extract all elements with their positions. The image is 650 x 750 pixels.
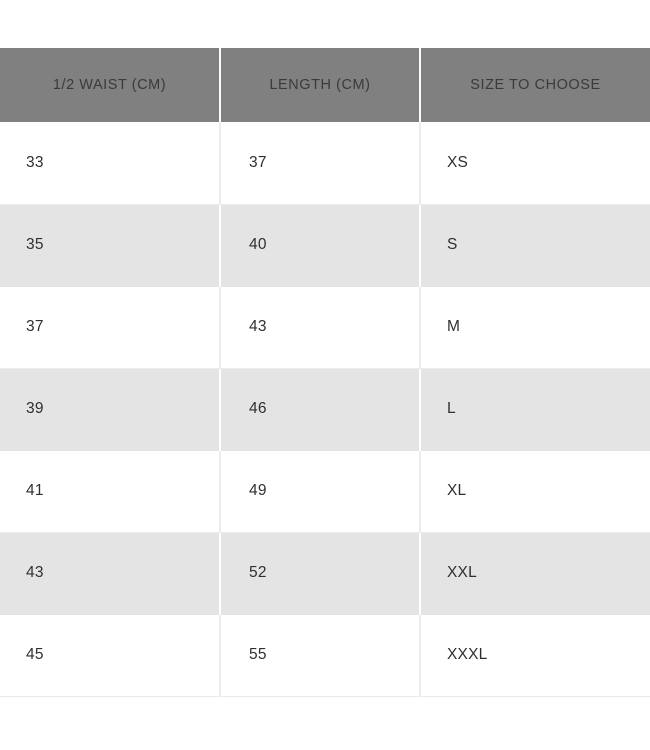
cell-half-waist: 41 bbox=[0, 450, 221, 533]
cell-size: XXXL bbox=[420, 614, 650, 697]
cell-half-waist: 45 bbox=[0, 614, 221, 697]
cell-size: M bbox=[420, 286, 650, 369]
table-row: 43 52 XXL bbox=[0, 532, 650, 615]
cell-half-waist: 43 bbox=[0, 532, 221, 615]
table-body: 33 37 XS 35 40 S 37 43 M 39 46 L 41 49 bbox=[0, 122, 650, 697]
table-row: 41 49 XL bbox=[0, 450, 650, 533]
cell-half-waist: 33 bbox=[0, 122, 221, 205]
column-header-size-to-choose: SIZE TO CHOOSE bbox=[470, 77, 601, 93]
column-header-length: LENGTH (CM) bbox=[220, 48, 421, 122]
cell-half-waist: 35 bbox=[0, 204, 221, 287]
cell-size: S bbox=[420, 204, 650, 287]
cell-half-waist: 39 bbox=[0, 368, 221, 451]
cell-size: L bbox=[420, 368, 650, 451]
cell-half-waist: 37 bbox=[0, 286, 221, 369]
cell-size: XS bbox=[420, 122, 650, 205]
column-header-half-waist: 1/2 WAIST (CM) bbox=[0, 48, 221, 122]
table-row: 45 55 XXXL bbox=[0, 614, 650, 697]
size-guide-container: 1/2 WAIST (CM) LENGTH (CM) SIZE TO CHOOS… bbox=[0, 48, 650, 697]
cell-size: XXL bbox=[420, 532, 650, 615]
table-row: 37 43 M bbox=[0, 286, 650, 369]
cell-length: 43 bbox=[220, 286, 421, 369]
cell-length: 46 bbox=[220, 368, 421, 451]
table-header-row: 1/2 WAIST (CM) LENGTH (CM) SIZE TO CHOOS… bbox=[0, 48, 650, 122]
table-row: 39 46 L bbox=[0, 368, 650, 451]
cell-length: 37 bbox=[220, 122, 421, 205]
cell-length: 40 bbox=[220, 204, 421, 287]
cell-length: 49 bbox=[220, 450, 421, 533]
cell-size: XL bbox=[420, 450, 650, 533]
table-header: 1/2 WAIST (CM) LENGTH (CM) SIZE TO CHOOS… bbox=[0, 48, 650, 122]
table-row: 35 40 S bbox=[0, 204, 650, 287]
cell-length: 55 bbox=[220, 614, 421, 697]
table-row: 33 37 XS bbox=[0, 122, 650, 205]
cell-length: 52 bbox=[220, 532, 421, 615]
size-guide-table: 1/2 WAIST (CM) LENGTH (CM) SIZE TO CHOOS… bbox=[0, 48, 650, 697]
